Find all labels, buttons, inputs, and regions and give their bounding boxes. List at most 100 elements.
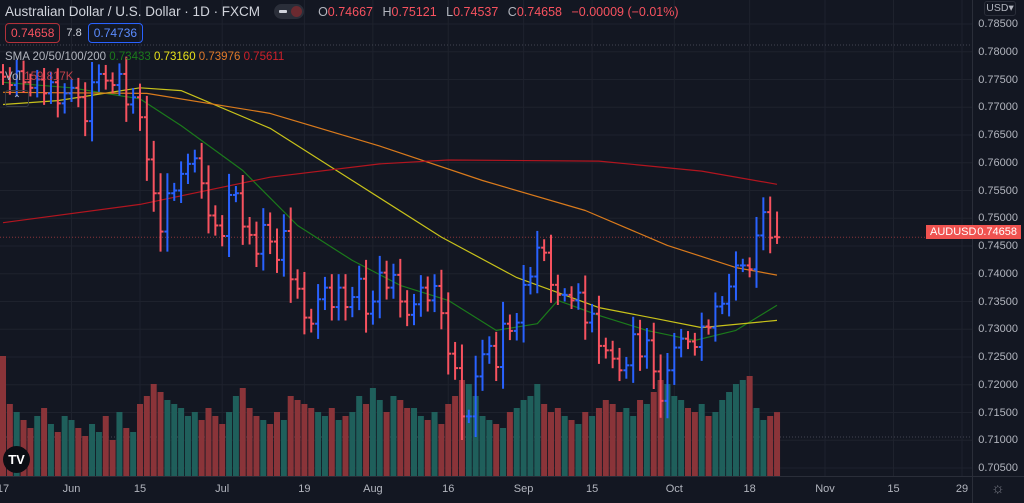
ohlc-bar bbox=[191, 149, 198, 173]
vol-label: Vol bbox=[5, 71, 21, 83]
price-scale-bg bbox=[972, 0, 1024, 503]
ohlc-bar bbox=[54, 68, 61, 118]
ohlc-bar bbox=[75, 77, 82, 108]
price-tick-label: 0.75500 bbox=[978, 184, 1018, 197]
ohlc-bar bbox=[226, 173, 233, 258]
volume-bar bbox=[232, 396, 239, 476]
ohlc-bar bbox=[685, 331, 691, 350]
tradingview-logo-icon[interactable]: TV bbox=[3, 446, 30, 473]
ohlc-bar bbox=[109, 72, 116, 94]
ohlc-bar bbox=[506, 314, 513, 341]
open-label: O bbox=[318, 4, 328, 19]
last-price-tag: AUDUSD 0.74658 bbox=[926, 225, 1021, 239]
ohlc-bar bbox=[116, 63, 123, 96]
sma200-value: 0.75611 bbox=[243, 51, 285, 63]
buy-button[interactable]: 0.74736 bbox=[87, 23, 144, 43]
volume-bar bbox=[137, 404, 143, 476]
volume-bar bbox=[178, 408, 185, 476]
volume-bar bbox=[609, 404, 616, 476]
sma-legend[interactable]: SMA 20/50/100/200 0.73433 0.73160 0.7397… bbox=[5, 51, 284, 63]
price-tick-label: 0.73000 bbox=[978, 323, 1018, 336]
visibility-toggle-icon[interactable] bbox=[274, 4, 305, 19]
volume-bar bbox=[280, 420, 287, 476]
volume-bar bbox=[513, 408, 520, 476]
volume-bar bbox=[376, 400, 383, 476]
ohlc-bar bbox=[719, 296, 726, 315]
volume-bar bbox=[226, 412, 233, 476]
ohlc-bar bbox=[315, 284, 322, 339]
ohlc-bar bbox=[513, 313, 520, 341]
price-tick-label: 0.73500 bbox=[978, 295, 1018, 308]
volume-bar bbox=[363, 404, 370, 476]
time-tick-label: Nov bbox=[815, 483, 835, 495]
price-tick-label: 0.71500 bbox=[978, 406, 1018, 419]
price-tick-label: 0.77500 bbox=[978, 73, 1018, 86]
ohlc-bar bbox=[164, 173, 171, 252]
chevron-up-icon[interactable]: ⌃ bbox=[5, 90, 29, 107]
ohlc-bar bbox=[68, 79, 75, 102]
price-tick-label: 0.76000 bbox=[978, 156, 1018, 169]
symbol-title[interactable]: Australian Dollar / U.S. Dollar · 1D · F… bbox=[5, 4, 261, 19]
ohlc-bar bbox=[637, 319, 644, 371]
high-value: 0.75121 bbox=[391, 4, 437, 19]
volume-bar bbox=[253, 416, 260, 476]
ohlc-bar bbox=[486, 336, 493, 364]
volume-legend[interactable]: Vol 159.817K bbox=[5, 71, 73, 83]
volume-bar bbox=[493, 424, 500, 476]
ohlc-bar bbox=[82, 82, 89, 137]
ohlc-bar bbox=[47, 71, 54, 104]
volume-bar bbox=[68, 420, 75, 476]
ohlc-bar bbox=[458, 344, 465, 440]
volume-bar bbox=[130, 432, 137, 476]
volume-bar bbox=[719, 400, 726, 476]
time-tick-label: 15 bbox=[585, 483, 599, 495]
volume-bar bbox=[595, 408, 602, 476]
volume-bar bbox=[246, 408, 253, 476]
ohlc-bar bbox=[623, 356, 630, 379]
volume-bar bbox=[671, 396, 678, 476]
ohlc-bar bbox=[369, 290, 376, 325]
low-value: 0.74537 bbox=[453, 4, 499, 19]
currency-dropdown[interactable]: USD▾ bbox=[984, 1, 1016, 16]
ohlc-bar bbox=[253, 221, 260, 268]
volume-bar bbox=[61, 416, 68, 476]
volume-bar bbox=[527, 396, 534, 476]
volume-bar bbox=[383, 412, 390, 476]
volume-bar bbox=[760, 420, 767, 476]
ohlc-bar bbox=[34, 69, 41, 98]
ohlc-bar bbox=[294, 269, 301, 299]
volume-bar bbox=[753, 408, 760, 476]
time-tick-label: Aug bbox=[363, 483, 383, 495]
volume-bar bbox=[308, 408, 315, 476]
volume-bar bbox=[397, 400, 404, 476]
gear-icon[interactable]: ☼ bbox=[991, 480, 1005, 497]
volume-bar bbox=[623, 408, 630, 476]
ohlc-bar bbox=[137, 83, 143, 131]
ohlc-bar bbox=[589, 303, 596, 333]
currency-label: USD bbox=[986, 2, 1009, 14]
time-tick-label: 15 bbox=[133, 483, 147, 495]
symbol-legend: Australian Dollar / U.S. Dollar · 1D · F… bbox=[5, 4, 685, 19]
volume-bar bbox=[568, 420, 575, 476]
volume-bar bbox=[205, 408, 212, 476]
ohlc-bar bbox=[465, 409, 472, 424]
ohlc-bar bbox=[616, 347, 623, 382]
ohlc-bar bbox=[479, 339, 486, 391]
time-tick-label: Oct bbox=[665, 483, 683, 495]
ohlc-bar bbox=[184, 153, 191, 185]
ohlc-bar bbox=[534, 230, 541, 294]
volume-bar bbox=[349, 412, 356, 476]
volume-bar bbox=[34, 416, 41, 476]
volume-bar bbox=[27, 428, 34, 476]
ohlc-bar bbox=[760, 197, 767, 251]
volume-bar bbox=[294, 400, 301, 476]
ohlc-bar bbox=[383, 260, 390, 300]
volume-bar bbox=[41, 408, 48, 476]
sell-button[interactable]: 0.74658 bbox=[5, 23, 61, 43]
price-tick-label: 0.77000 bbox=[978, 101, 1018, 114]
spread-value: 7.8 bbox=[66, 27, 82, 39]
volume-bar bbox=[452, 396, 459, 476]
ohlc-bar bbox=[438, 269, 445, 330]
volume-bar bbox=[417, 416, 424, 476]
